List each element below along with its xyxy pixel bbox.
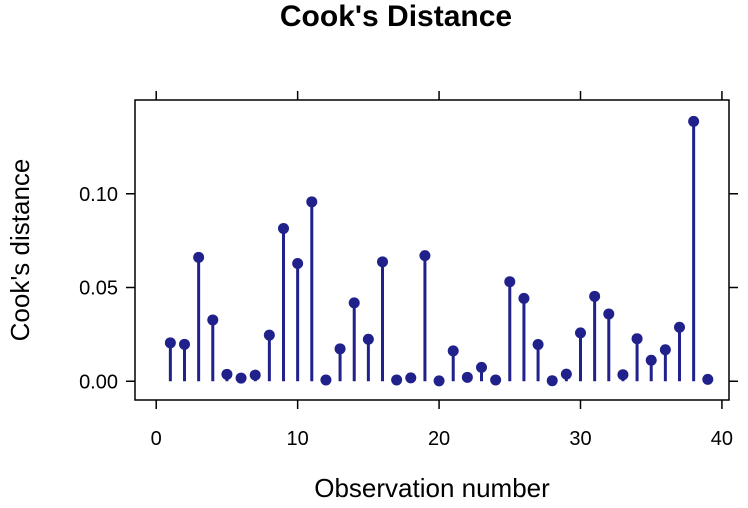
stem-point [263, 329, 275, 341]
stem-point [207, 314, 219, 326]
stem-point [405, 372, 417, 384]
stem-point [164, 337, 176, 349]
stem-point [391, 374, 403, 386]
stem-point [306, 196, 318, 208]
y-tick-label: 0.10 [79, 184, 118, 206]
stem-point [348, 297, 360, 309]
x-tick-label: 40 [711, 428, 733, 450]
x-tick-label: 20 [428, 428, 450, 450]
stem-point [320, 374, 332, 386]
stem-point [575, 327, 586, 339]
x-tick-label: 10 [287, 428, 309, 450]
plot-frame [134, 99, 730, 401]
stem-point [377, 256, 388, 268]
stem-point [560, 368, 572, 380]
stem-point [476, 361, 487, 373]
y-axis-title: Cook's distance [5, 159, 35, 342]
stem-point [179, 338, 190, 350]
x-axis: 0 10 20 30 40 [151, 91, 733, 450]
stem-point [546, 375, 558, 387]
x-tick-label: 30 [569, 428, 591, 450]
stem-point [249, 369, 261, 381]
x-tick-label: 0 [151, 428, 162, 450]
stem-point [193, 251, 205, 263]
stem-point [278, 222, 289, 234]
stem-point [631, 333, 643, 345]
stem-point [433, 375, 445, 387]
stem-point [362, 333, 374, 345]
stem-point [674, 321, 685, 333]
stem-point [532, 339, 544, 350]
stem-point [504, 276, 516, 288]
chart-title: Cook's Distance [280, 0, 512, 33]
y-tick-label: 0.05 [79, 278, 118, 300]
stem-point [461, 371, 473, 383]
y-axis: 0.00 0.05 0.10 [79, 184, 738, 393]
stem-point [603, 308, 615, 320]
stem-point [447, 345, 459, 357]
stem-point [419, 250, 431, 262]
stem-point [334, 343, 346, 355]
stem-point [645, 354, 657, 366]
x-axis-title: Observation number [314, 473, 550, 503]
stem-point [702, 373, 714, 385]
stem-point [659, 344, 671, 356]
stem-point [235, 372, 247, 384]
stem-point [490, 374, 502, 386]
stem-point [221, 368, 233, 380]
stem-point [688, 115, 700, 127]
stem-point [292, 258, 304, 269]
stem-point [518, 292, 530, 304]
data-stems [164, 115, 714, 387]
stem-point [617, 369, 629, 381]
y-tick-label: 0.00 [79, 371, 118, 393]
stem-point [589, 290, 601, 302]
